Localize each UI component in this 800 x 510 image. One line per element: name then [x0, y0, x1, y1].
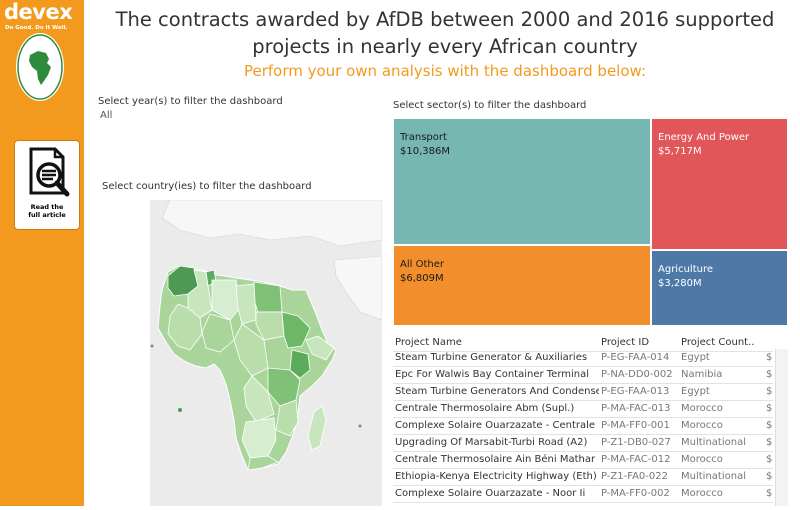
page-title: The contracts awarded by AfDB between 20… [100, 6, 790, 60]
cell-amount: $ [766, 471, 773, 482]
cell-amount: $ [766, 386, 773, 397]
devex-logo[interactable]: devex [4, 0, 73, 24]
table-row[interactable]: Steam Turbine Generator & Auxiliaries P-… [393, 349, 773, 367]
page-title-line1: The contracts awarded by AfDB between 20… [115, 8, 775, 31]
cell-amount: $ [766, 420, 773, 431]
sector-value: $5,717M [658, 146, 702, 157]
cell-project-id: P-Z1-DB0-027 [601, 437, 671, 448]
cell-project-id: P-EG-FAA-013 [601, 386, 670, 397]
cell-project-id: P-MA-FAC-012 [601, 454, 671, 465]
cell-amount: $ [766, 488, 773, 499]
article-search-icon [29, 147, 70, 197]
cell-amount: $ [766, 369, 773, 380]
col-project-country[interactable]: Project Count.. [681, 337, 755, 348]
table-row[interactable]: Epc For Walwis Bay Container Terminal P-… [393, 366, 773, 384]
col-project-id[interactable]: Project ID [601, 337, 650, 348]
cell-project-id: P-MA-FF0-001 [601, 420, 670, 431]
read-article-line2: full article [28, 211, 66, 219]
read-article-button[interactable]: Read the full article [14, 140, 80, 230]
afdb-seal [16, 33, 64, 101]
table-row[interactable]: Complexe Solaire Ouarzazate - Centrale N… [393, 417, 773, 435]
cell-amount: $ [766, 437, 773, 448]
year-filter-select[interactable]: All [100, 110, 113, 121]
sidebar: devex Do Good. Do It Well. Read the full… [0, 0, 84, 506]
cell-amount: $ [766, 454, 773, 465]
table-row[interactable]: Complexe Solaire Ouarzazate - Noor Ii P-… [393, 485, 773, 503]
table-row[interactable]: Upgrading Of Marsabit-Turbi Road (A2) P-… [393, 434, 773, 452]
table-row[interactable]: Steam Turbine Generators And Condense P-… [393, 383, 773, 401]
read-article-label: Read the full article [15, 203, 79, 219]
sector-name: Transport [400, 132, 447, 143]
table-row[interactable]: Centrale Thermosolaire Ain Béni Mathar P… [393, 451, 773, 469]
cell-project-name: Ethiopia-Kenya Electricity Highway (Eth) [395, 471, 597, 482]
sector-tile-transport[interactable]: Transport $10,386M [393, 118, 651, 245]
page-title-line2: projects in nearly every African country [252, 35, 638, 58]
cell-project-name: Complexe Solaire Ouarzazate - Centrale N [395, 420, 599, 431]
cell-project-name: Epc For Walwis Bay Container Terminal [395, 369, 590, 380]
table-header: Project Name Project ID Project Count.. [393, 334, 773, 352]
cell-project-name: Upgrading Of Marsabit-Turbi Road (A2) [395, 437, 588, 448]
cell-project-id: P-Z1-FA0-022 [601, 471, 668, 482]
africa-map[interactable] [150, 199, 383, 506]
cell-project-id: P-EG-FAA-014 [601, 352, 670, 363]
cell-project-country: Egypt [681, 386, 710, 397]
table-row[interactable]: Ethiopia-Kenya Electricity Highway (Eth)… [393, 468, 773, 486]
cell-project-country: Multinational [681, 437, 746, 448]
afdb-seal-icon [17, 34, 63, 100]
sector-name: Agriculture [658, 264, 713, 275]
sector-tile-agriculture[interactable]: Agriculture $3,280M [651, 250, 788, 326]
sector-tile-energy[interactable]: Energy And Power $5,717M [651, 118, 788, 250]
sector-name: Energy And Power [658, 132, 750, 143]
cell-project-id: P-MA-FAC-013 [601, 403, 671, 414]
cell-project-country: Morocco [681, 488, 723, 499]
project-table: Project Name Project ID Project Count.. … [393, 334, 773, 506]
cell-project-country: Morocco [681, 403, 723, 414]
cell-project-id: P-NA-DD0-002 [601, 369, 673, 380]
sector-value: $3,280M [658, 278, 702, 289]
cell-project-id: P-MA-FF0-002 [601, 488, 670, 499]
sector-name: All Other [400, 259, 444, 270]
africa-map-svg [150, 199, 383, 471]
page-subtitle: Perform your own analysis with the dashb… [243, 62, 647, 80]
sector-treemap: Transport $10,386M Energy And Power $5,7… [393, 118, 788, 326]
cell-project-name: Steam Turbine Generator & Auxiliaries [395, 352, 588, 363]
cell-project-country: Multinational [681, 471, 746, 482]
madagascar[interactable] [307, 405, 327, 451]
col-project-name[interactable]: Project Name [395, 337, 462, 348]
country-filter-label: Select country(ies) to filter the dashbo… [102, 181, 312, 192]
cell-project-name: Steam Turbine Generators And Condense [395, 386, 599, 397]
devex-tagline: Do Good. Do It Well. [5, 25, 68, 31]
read-article-line1: Read the [30, 203, 64, 211]
cell-project-country: Morocco [681, 420, 723, 431]
cell-amount: $ [766, 352, 773, 363]
cell-project-name: Centrale Thermosolaire Ain Béni Mathar [395, 454, 596, 465]
sector-value: $6,809M [400, 273, 444, 284]
sector-tile-all-other[interactable]: All Other $6,809M [393, 245, 651, 326]
cell-project-name: Centrale Thermosolaire Abm (Supl.) [395, 403, 575, 414]
cell-project-name: Complexe Solaire Ouarzazate - Noor Ii [395, 488, 586, 499]
table-scrollbar[interactable] [775, 349, 788, 506]
table-row[interactable]: Centrale Thermosolaire Abm (Supl.) P-MA-… [393, 400, 773, 418]
sector-value: $10,386M [400, 146, 450, 157]
cell-project-country: Morocco [681, 454, 723, 465]
year-filter-label: Select year(s) to filter the dashboard [98, 96, 283, 107]
sector-filter-label: Select sector(s) to filter the dashboard [393, 100, 587, 111]
cell-project-country: Egypt [681, 352, 710, 363]
cell-project-country: Namibia [681, 369, 723, 380]
cell-amount: $ [766, 403, 773, 414]
